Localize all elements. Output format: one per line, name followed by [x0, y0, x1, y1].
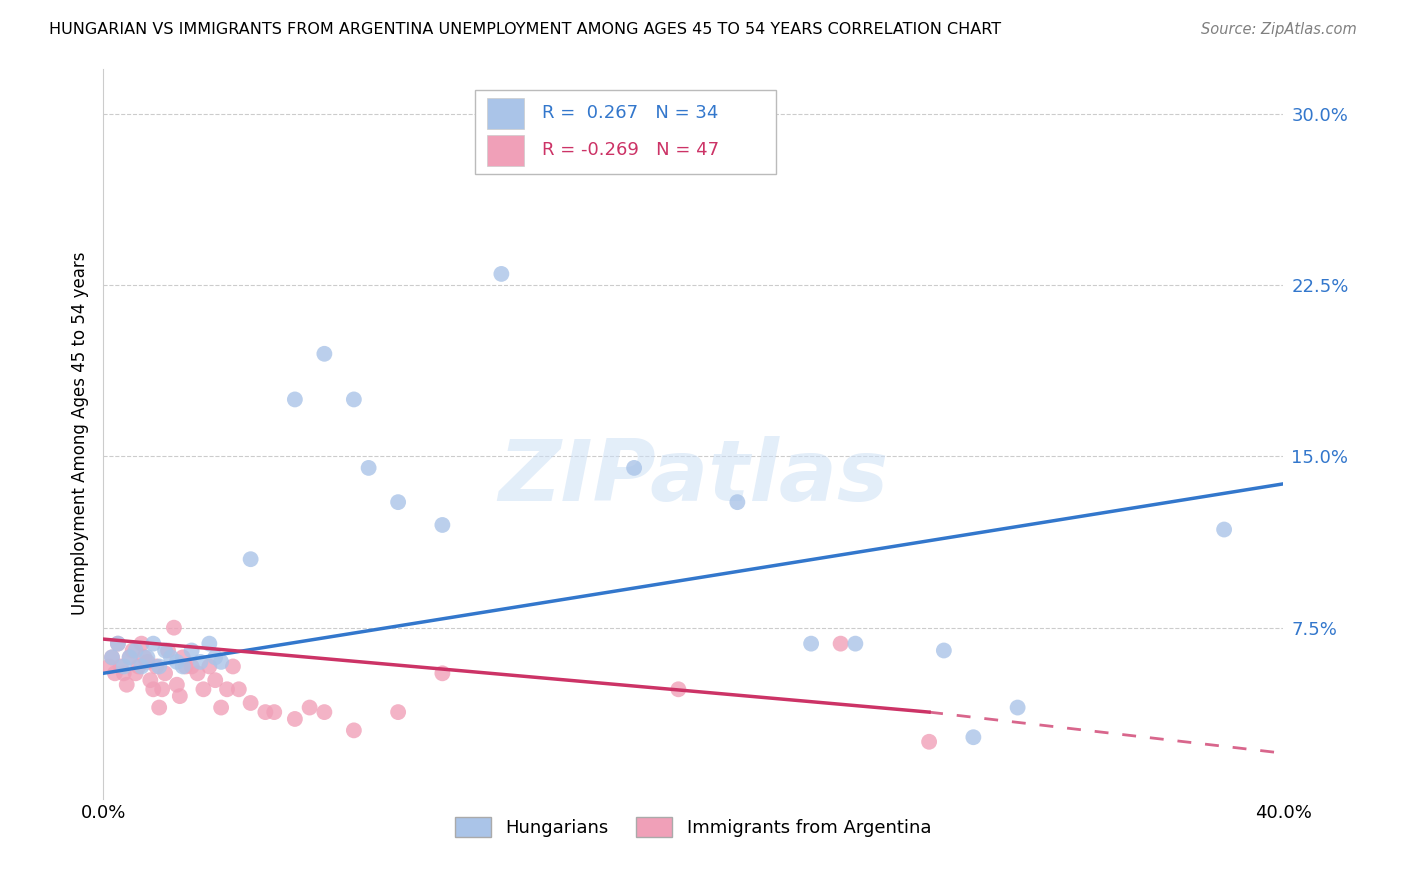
Point — [263, 705, 285, 719]
Point — [148, 700, 170, 714]
FancyBboxPatch shape — [486, 98, 524, 129]
Point — [204, 673, 226, 688]
Point — [314, 705, 336, 719]
Point — [124, 666, 146, 681]
Point — [101, 650, 124, 665]
Point — [142, 637, 165, 651]
Point — [209, 700, 232, 714]
FancyBboxPatch shape — [475, 90, 776, 175]
Point — [104, 666, 127, 681]
Point — [725, 495, 748, 509]
Point — [198, 637, 221, 651]
Point — [142, 682, 165, 697]
Text: HUNGARIAN VS IMMIGRANTS FROM ARGENTINA UNEMPLOYMENT AMONG AGES 45 TO 54 YEARS CO: HUNGARIAN VS IMMIGRANTS FROM ARGENTINA U… — [49, 22, 1001, 37]
Legend: Hungarians, Immigrants from Argentina: Hungarians, Immigrants from Argentina — [449, 809, 938, 845]
Point — [150, 682, 173, 697]
Point — [153, 666, 176, 681]
Y-axis label: Unemployment Among Ages 45 to 54 years: Unemployment Among Ages 45 to 54 years — [72, 252, 89, 615]
Point — [190, 655, 212, 669]
Point — [193, 682, 215, 697]
Point — [101, 650, 124, 665]
Point — [432, 518, 454, 533]
Point — [121, 643, 143, 657]
Point — [110, 659, 132, 673]
Point — [112, 666, 135, 681]
Point — [844, 637, 866, 651]
Point — [139, 673, 162, 688]
Text: R = -0.269   N = 47: R = -0.269 N = 47 — [543, 141, 720, 159]
Point — [623, 461, 645, 475]
Point — [284, 392, 307, 407]
Point — [215, 682, 238, 697]
Point — [157, 643, 180, 657]
Point — [118, 650, 141, 665]
Point — [387, 495, 409, 509]
Point — [1213, 523, 1236, 537]
Text: ZIPatlas: ZIPatlas — [498, 436, 889, 519]
Point — [145, 659, 167, 673]
Point — [222, 659, 245, 673]
Text: Source: ZipAtlas.com: Source: ZipAtlas.com — [1201, 22, 1357, 37]
Point — [174, 659, 197, 673]
Point — [131, 659, 153, 673]
Point — [172, 659, 194, 673]
Point — [134, 650, 156, 665]
Point — [136, 650, 159, 665]
Point — [186, 666, 208, 681]
Point — [918, 735, 941, 749]
Point — [163, 621, 186, 635]
Point — [666, 682, 689, 697]
Point — [254, 705, 277, 719]
Point — [314, 347, 336, 361]
Point — [239, 696, 262, 710]
Point — [160, 650, 183, 665]
Point — [432, 666, 454, 681]
Point — [491, 267, 513, 281]
Point — [343, 723, 366, 738]
Text: R =  0.267   N = 34: R = 0.267 N = 34 — [543, 104, 718, 122]
Point — [209, 655, 232, 669]
Point — [124, 643, 146, 657]
Point — [131, 637, 153, 651]
Point — [298, 700, 321, 714]
Point — [107, 637, 129, 651]
Point — [830, 637, 852, 651]
Point — [962, 730, 984, 744]
Point — [180, 643, 202, 657]
Point — [204, 650, 226, 665]
Point — [387, 705, 409, 719]
Point — [800, 637, 823, 651]
Point — [166, 678, 188, 692]
Point — [112, 659, 135, 673]
Point — [128, 659, 150, 673]
Point — [284, 712, 307, 726]
Point — [228, 682, 250, 697]
Point — [932, 643, 955, 657]
Point — [343, 392, 366, 407]
Point — [198, 659, 221, 673]
Point — [98, 659, 121, 673]
Point — [153, 643, 176, 657]
Point — [180, 659, 202, 673]
Point — [169, 689, 191, 703]
Point — [136, 655, 159, 669]
Point — [239, 552, 262, 566]
Point — [118, 650, 141, 665]
Point — [1007, 700, 1029, 714]
FancyBboxPatch shape — [486, 135, 524, 166]
Point — [115, 678, 138, 692]
Point — [107, 637, 129, 651]
Point — [172, 650, 194, 665]
Point — [166, 655, 188, 669]
Point — [357, 461, 380, 475]
Point — [148, 659, 170, 673]
